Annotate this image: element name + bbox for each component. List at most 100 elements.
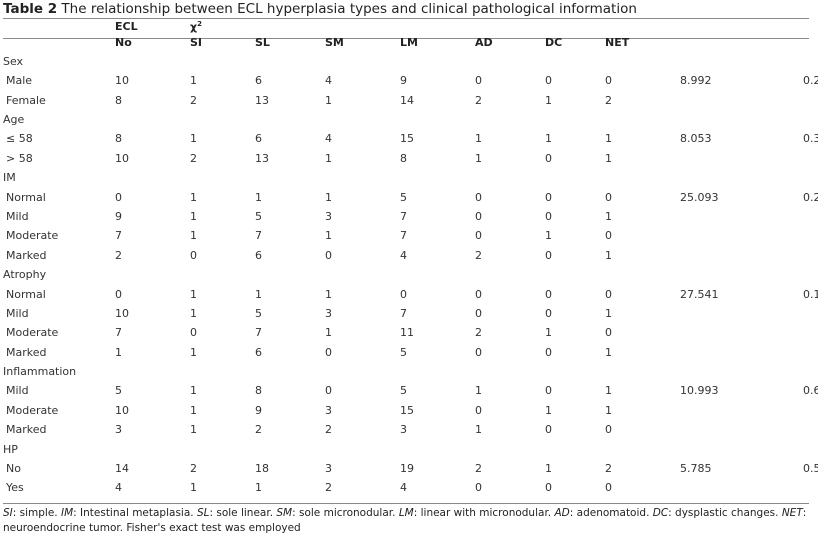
cell-value: 15 bbox=[400, 403, 414, 417]
chi-square-value bbox=[680, 149, 803, 168]
ecl-header: ECL bbox=[115, 20, 138, 34]
table-row: Marked 3 1 2 2 3 1 0 0 bbox=[0, 420, 818, 439]
row-label: Normal bbox=[6, 287, 46, 301]
row-label: ≤ 58 bbox=[6, 132, 33, 146]
cell-value: 3 bbox=[325, 462, 332, 476]
footnote-abbreviation: LM bbox=[398, 507, 414, 519]
chi-square-value: 8.053 bbox=[680, 132, 712, 146]
row-label: > 58 bbox=[6, 151, 33, 165]
chi-symbol: χ bbox=[190, 20, 198, 34]
footnote-abbreviation: SM bbox=[276, 507, 293, 519]
table-row: Marked 2 0 6 0 4 2 0 1 bbox=[0, 246, 818, 265]
group-label: Inflammation bbox=[3, 365, 77, 379]
cell-value: 4 bbox=[115, 481, 122, 495]
cell-value: 1 bbox=[605, 306, 612, 320]
cell-value: 8 bbox=[255, 384, 262, 398]
cell-value: 11 bbox=[400, 326, 414, 340]
header-row-columns: No SI SL SM LM AD DC NET bbox=[0, 33, 818, 52]
cell-value: 13 bbox=[255, 151, 269, 165]
group-row: Age bbox=[0, 110, 818, 129]
cell-value: 2 bbox=[190, 462, 197, 476]
cell-value: 5 bbox=[255, 209, 262, 223]
cell-value: 4 bbox=[400, 248, 407, 262]
cell-value: 4 bbox=[400, 481, 407, 495]
column-header: NET bbox=[605, 35, 630, 49]
column-header: LM bbox=[400, 35, 418, 49]
cell-value: 0 bbox=[545, 190, 552, 204]
cell-value: 1 bbox=[325, 229, 332, 243]
cell-value: 1 bbox=[605, 151, 612, 165]
footnote-definition: : adenomatoid. bbox=[569, 507, 653, 519]
cell-value: 0 bbox=[605, 423, 612, 437]
table-row: Male 10 1 6 4 9 0 0 0 8.992 0.253 bbox=[0, 71, 818, 90]
footnote-abbreviation: AD bbox=[554, 507, 570, 519]
cell-value: 3 bbox=[325, 403, 332, 417]
cell-value: 7 bbox=[400, 209, 407, 223]
footnote-definition: : simple. bbox=[12, 507, 61, 519]
p-value bbox=[803, 401, 818, 420]
cell-value: 2 bbox=[190, 151, 197, 165]
p-value: 0.328 bbox=[803, 132, 818, 146]
p-value: 0.253 bbox=[803, 74, 818, 88]
p-value bbox=[803, 343, 818, 362]
row-label: Mild bbox=[6, 384, 29, 398]
column-header: AD bbox=[475, 35, 493, 49]
chi-square-value bbox=[680, 401, 803, 420]
cell-value: 3 bbox=[115, 423, 122, 437]
group-label: Sex bbox=[3, 54, 24, 68]
cell-value: 8 bbox=[115, 93, 122, 107]
cell-value: 1 bbox=[475, 132, 482, 146]
cell-value: 0 bbox=[605, 326, 612, 340]
cell-value: 0 bbox=[605, 74, 612, 88]
row-label: Marked bbox=[6, 248, 47, 262]
row-label: Moderate bbox=[6, 403, 59, 417]
cell-value: 0 bbox=[475, 287, 482, 301]
cell-value: 0 bbox=[605, 229, 612, 243]
cell-value: 1 bbox=[475, 151, 482, 165]
cell-value: 1 bbox=[190, 423, 197, 437]
cell-value: 0 bbox=[605, 287, 612, 301]
row-label: Normal bbox=[6, 190, 46, 204]
chi-square-value bbox=[680, 90, 803, 109]
cell-value: 5 bbox=[400, 384, 407, 398]
cell-value: 0 bbox=[545, 151, 552, 165]
table-number: Table 2 bbox=[3, 1, 58, 17]
cell-value: 0 bbox=[190, 248, 197, 262]
row-label: Mild bbox=[6, 209, 29, 223]
cell-value: 1 bbox=[190, 384, 197, 398]
cell-value: 1 bbox=[475, 384, 482, 398]
chi-square-value bbox=[680, 246, 803, 265]
table-row: Mild 9 1 5 3 7 0 0 1 bbox=[0, 207, 818, 226]
footnote-definition: : sole linear. bbox=[209, 507, 277, 519]
cell-value: 1 bbox=[190, 345, 197, 359]
p-value: 0.687 bbox=[803, 384, 818, 398]
p-value bbox=[803, 323, 818, 342]
cell-value: 0 bbox=[545, 423, 552, 437]
cell-value: 1 bbox=[255, 190, 262, 204]
cell-value: 0 bbox=[545, 287, 552, 301]
table-caption: Table 2 The relationship between ECL hyp… bbox=[3, 1, 637, 18]
row-label: Moderate bbox=[6, 326, 59, 340]
chi-square-value bbox=[680, 478, 803, 497]
p-value bbox=[803, 246, 818, 265]
cell-value: 1 bbox=[605, 209, 612, 223]
chi-square-value: 25.093 bbox=[680, 190, 719, 204]
footnote-definition: : Intestinal metaplasia. bbox=[73, 507, 197, 519]
cell-value: 1 bbox=[605, 403, 612, 417]
footnote-abbreviation: DC bbox=[652, 507, 669, 519]
cell-value: 3 bbox=[400, 423, 407, 437]
cell-value: 10 bbox=[115, 403, 129, 417]
cell-value: 13 bbox=[255, 93, 269, 107]
cell-value: 1 bbox=[190, 132, 197, 146]
cell-value: 1 bbox=[325, 93, 332, 107]
footnote-definition: : linear with micronodular. bbox=[413, 507, 555, 519]
cell-value: 1 bbox=[325, 287, 332, 301]
cell-value: 0 bbox=[605, 190, 612, 204]
data-table: ECL χ 2 No SI SL SM LM AD DC NET Sex Male 1… bbox=[0, 19, 818, 498]
chi-square-value bbox=[680, 207, 803, 226]
cell-value: 5 bbox=[400, 190, 407, 204]
table-row: Female 8 2 13 1 14 2 1 2 bbox=[0, 90, 818, 109]
cell-value: 1 bbox=[545, 326, 552, 340]
